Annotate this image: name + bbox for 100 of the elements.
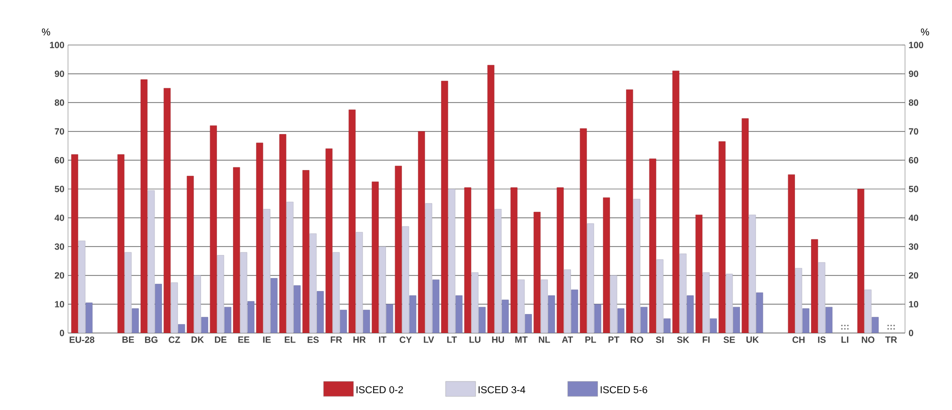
y2-axis-title: % xyxy=(920,28,930,36)
y-tick-label: 40 xyxy=(54,214,64,221)
bar xyxy=(441,80,448,333)
bar xyxy=(756,292,764,333)
bar xyxy=(316,291,324,333)
bar xyxy=(649,158,656,333)
x-tick-label: SI xyxy=(656,336,664,343)
bar xyxy=(857,188,864,333)
bar xyxy=(148,190,155,333)
bar xyxy=(402,226,410,333)
bar xyxy=(502,300,509,333)
bar xyxy=(548,295,555,333)
annotation: ::: xyxy=(888,324,895,330)
bar xyxy=(726,274,733,333)
y2-tick-label: 80 xyxy=(908,99,918,106)
bar xyxy=(826,306,832,333)
bar xyxy=(664,318,671,333)
x-tick-label: BE xyxy=(122,336,134,343)
y2-tick-label: 0 xyxy=(908,330,914,336)
bar xyxy=(672,70,680,333)
bar xyxy=(448,188,456,333)
bar xyxy=(524,314,532,333)
x-tick-label: EL xyxy=(284,336,296,343)
bar xyxy=(302,170,310,333)
bar xyxy=(432,280,440,333)
x-tick-label: HR xyxy=(353,336,366,343)
y-tick-label: 30 xyxy=(54,243,64,250)
bar xyxy=(587,223,594,333)
bar xyxy=(733,306,740,333)
bar xyxy=(456,295,462,333)
bar xyxy=(256,142,264,333)
x-tick-label: NL xyxy=(538,336,550,343)
bar xyxy=(332,252,340,333)
bar xyxy=(580,128,587,333)
bar xyxy=(626,89,634,333)
bar xyxy=(233,167,240,333)
bar xyxy=(294,285,301,333)
bar xyxy=(686,295,694,333)
x-tick-label: CH xyxy=(792,336,805,343)
x-tick-label: TR xyxy=(885,336,897,343)
y2-tick-label: 30 xyxy=(908,243,918,250)
bar xyxy=(379,246,386,333)
bar xyxy=(178,324,186,333)
bar xyxy=(409,295,416,333)
bar xyxy=(603,197,610,333)
y-tick-label: 0 xyxy=(60,330,64,336)
x-tick-label: IS xyxy=(818,336,826,343)
y-tick-label: 50 xyxy=(54,186,64,192)
bar xyxy=(286,202,294,333)
bar xyxy=(240,252,248,333)
bar xyxy=(610,275,618,333)
y2-tick-label: 20 xyxy=(908,272,918,279)
y2-tick-label: 50 xyxy=(908,186,918,192)
bar xyxy=(742,118,749,333)
bar xyxy=(540,280,548,333)
bar xyxy=(194,275,201,333)
bar xyxy=(510,187,518,333)
bar xyxy=(394,166,402,333)
bar xyxy=(640,306,648,333)
y-tick-label: 80 xyxy=(54,99,64,106)
bar xyxy=(170,282,178,333)
bar xyxy=(164,88,171,333)
bar xyxy=(818,262,826,333)
legend-label: ISCED 3-4 xyxy=(478,386,526,394)
x-tick-label: BG xyxy=(145,336,158,343)
bar xyxy=(811,239,818,333)
y2-tick-label: 10 xyxy=(909,301,918,308)
bar xyxy=(124,252,132,333)
bar xyxy=(263,209,270,333)
x-tick-label: LU xyxy=(470,336,480,343)
legend-label: ISCED 0-2 xyxy=(356,386,403,394)
x-tick-label: IT xyxy=(379,336,386,343)
bar xyxy=(594,304,602,333)
bar xyxy=(718,141,726,333)
bar xyxy=(132,308,139,333)
bar xyxy=(356,232,363,333)
x-tick-label: CZ xyxy=(168,336,180,343)
x-tick-label: CY xyxy=(400,336,412,343)
x-tick-label: ES xyxy=(308,336,319,343)
bar xyxy=(217,255,224,333)
y-tick-label: 90 xyxy=(54,70,64,77)
y2-tick-label: 60 xyxy=(908,157,918,164)
bar xyxy=(487,65,494,333)
bar xyxy=(154,284,162,333)
bar xyxy=(788,174,795,333)
x-tick-label: LT xyxy=(447,336,457,343)
x-tick-label: MT xyxy=(515,336,528,343)
bar xyxy=(564,269,571,333)
x-tick-label: EU-28 xyxy=(70,336,94,343)
y-axis-title: % xyxy=(42,28,50,36)
y-tick-label: 60 xyxy=(54,157,64,164)
x-tick-label: AT xyxy=(562,336,573,343)
bar xyxy=(201,317,208,333)
bar xyxy=(795,268,802,333)
bar xyxy=(186,176,194,333)
bar xyxy=(86,302,93,333)
bar xyxy=(140,79,148,333)
y-tick-label: 100 xyxy=(50,42,64,48)
x-tick-label: LV xyxy=(424,336,434,343)
x-tick-label: FR xyxy=(330,336,342,343)
